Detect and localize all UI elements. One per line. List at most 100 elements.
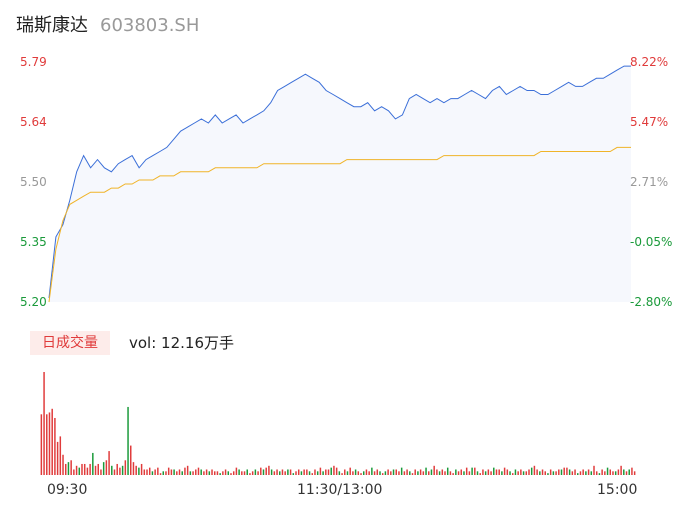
volume-bar [465, 467, 468, 475]
volume-bar [111, 465, 113, 475]
volume-bar [633, 471, 636, 475]
price-line-layer [48, 65, 631, 298]
volume-bar [325, 469, 327, 475]
volume-bar [360, 473, 362, 475]
volume-bar [484, 471, 487, 475]
pct-tick-label: -2.80% [630, 295, 673, 309]
volume-bar [319, 467, 322, 475]
volume-bar [270, 469, 273, 475]
volume-bar [230, 473, 232, 475]
volume-bar [154, 469, 156, 475]
volume-bar [357, 471, 360, 475]
volume-bar [566, 467, 568, 475]
volume-bar [200, 469, 202, 475]
volume-bar [612, 471, 614, 475]
volume-bar [97, 463, 99, 475]
volume-bar [73, 469, 75, 475]
volume-bar [108, 451, 110, 475]
volume-bar [568, 469, 571, 475]
y-tick-label: 5.35 [20, 235, 47, 249]
volume-bar [438, 471, 441, 475]
volume-bar [379, 471, 381, 475]
volume-bar [520, 469, 522, 475]
time-label-midday: 11:30/13:00 [297, 482, 383, 498]
volume-bar [606, 467, 609, 475]
volume-bar [330, 467, 332, 475]
volume-bar [251, 471, 254, 475]
volume-bar [327, 469, 330, 475]
volume-bar [138, 467, 140, 475]
volume-bar [162, 471, 165, 475]
volume-bar [116, 463, 118, 475]
volume-bar [625, 471, 628, 475]
volume-bar [254, 469, 257, 475]
time-label-close: 15:00 [597, 482, 638, 498]
volume-bar [300, 471, 303, 475]
volume-bar [205, 469, 208, 475]
volume-bar [604, 471, 606, 475]
volume-bar [246, 469, 248, 475]
volume-bar [628, 469, 630, 475]
volume-bar [631, 467, 633, 475]
volume-bar [265, 467, 267, 475]
volume-bar [281, 469, 284, 475]
y-tick-label: 5.50 [20, 175, 47, 189]
volume-bar [306, 469, 308, 475]
volume-bar [54, 417, 56, 475]
volume-bar [387, 469, 389, 475]
volume-bar [544, 471, 546, 475]
volume-bar [165, 471, 167, 475]
volume-bar [623, 469, 625, 475]
volume-bar [617, 469, 620, 475]
volume-bar [249, 473, 251, 475]
volume-bar [430, 469, 433, 475]
volume-bar [406, 469, 408, 475]
volume-bar [563, 467, 565, 475]
volume-bar [490, 471, 492, 475]
volume-bar [184, 467, 186, 475]
volume-bar [449, 471, 452, 475]
volume-bar [48, 412, 51, 475]
volume-bar [216, 471, 219, 475]
volume-bar [338, 471, 341, 475]
volume-bar [314, 469, 316, 475]
volume-bar [444, 471, 446, 475]
volume-bar [482, 469, 484, 475]
volume-bar [56, 441, 59, 475]
volume-bar [460, 469, 463, 475]
time-label-open: 09:30 [47, 482, 88, 498]
volume-bar [609, 469, 612, 475]
volume-bar [316, 471, 319, 475]
volume-bar [614, 471, 617, 475]
volume-bar [558, 469, 560, 475]
volume-bar [452, 473, 454, 475]
volume-bar [352, 471, 354, 475]
pct-tick-label: -0.05% [630, 235, 673, 249]
volume-bar [273, 471, 276, 475]
volume-bar [83, 463, 86, 475]
volume-bar [219, 473, 221, 475]
volume-bar [308, 471, 311, 475]
volume-bar [371, 467, 373, 475]
volume-bar [260, 467, 262, 475]
volume-bar [354, 469, 357, 475]
volume-bar [428, 471, 430, 475]
volume-bar [468, 471, 471, 475]
volume-bar [493, 467, 495, 475]
volume-bar [113, 469, 116, 475]
pct-tick-label: 5.47% [630, 115, 669, 129]
volume-bar [40, 414, 43, 475]
volume-bar [549, 469, 552, 475]
price-area-fill [49, 66, 631, 302]
y-tick-label: 5.79 [20, 55, 47, 69]
average-price-line [48, 146, 631, 303]
volume-bar [292, 473, 295, 475]
volume-bar [86, 467, 89, 475]
volume-bar [295, 471, 297, 475]
volume-tab[interactable]: 日成交量 [30, 331, 110, 355]
chart-title: 瑞斯康达 603803.SH [16, 12, 199, 40]
volume-bar [381, 473, 384, 475]
volume-bar [333, 465, 335, 475]
volume-bar [474, 467, 476, 475]
volume-bar [148, 467, 151, 475]
